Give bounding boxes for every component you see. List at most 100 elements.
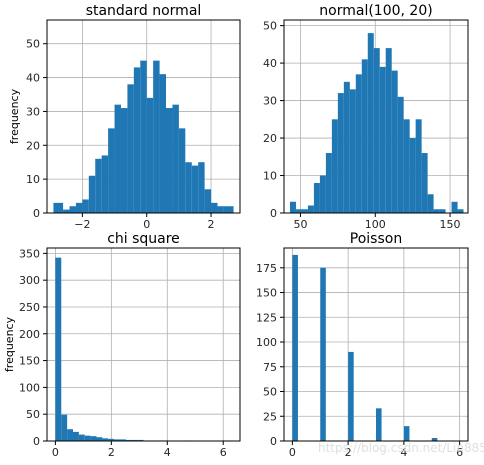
histogram-bar (349, 89, 356, 213)
histogram-bar (63, 209, 70, 213)
histogram-bar (55, 257, 62, 441)
y-tick-label: 0 (33, 435, 40, 448)
y-tick-label: 125 (256, 311, 277, 324)
axes-frame (283, 19, 469, 214)
y-tick-label: 300 (19, 274, 40, 287)
y-tick-label: 0 (270, 207, 277, 220)
y-tick-label: 250 (19, 301, 40, 314)
histogram-bar (292, 254, 298, 441)
histogram-bar (153, 60, 160, 214)
histogram-bar (409, 138, 416, 213)
histogram-bar (88, 175, 96, 213)
histogram-bar (439, 209, 446, 213)
axes-frame (283, 247, 469, 442)
histogram-bar (319, 175, 326, 213)
y-tick-label: 50 (263, 20, 277, 33)
histogram-bar (102, 438, 109, 441)
y-tick-label: 30 (263, 95, 277, 108)
y-tick-label: 150 (19, 355, 40, 368)
histogram-bar (198, 162, 205, 213)
y-tick-label: 50 (26, 408, 40, 421)
y-tick-label: 0 (270, 435, 277, 448)
histogram-bar (172, 104, 179, 213)
histogram-bar (166, 108, 173, 213)
histogram-bar (84, 435, 91, 441)
histogram-bar (361, 59, 368, 213)
chart-title: standard normal (86, 3, 202, 19)
y-tick-label: 20 (263, 132, 277, 145)
histogram-bar (90, 436, 97, 441)
y-tick-label: 150 (256, 287, 277, 300)
y-tick-label: 10 (26, 173, 40, 186)
histogram-bar (217, 206, 224, 213)
y-tick-label: 200 (19, 328, 40, 341)
histogram-bar (391, 70, 398, 214)
histogram-bar (82, 199, 89, 213)
histogram-bar (307, 205, 314, 213)
histogram-bar (415, 119, 422, 213)
histogram-bar (120, 108, 128, 213)
histogram-bar (73, 431, 79, 441)
histogram-bar (379, 66, 386, 213)
histogram-bar (397, 96, 404, 213)
histogram-bar (120, 439, 126, 441)
x-tick-label: 2 (208, 218, 215, 231)
histogram-bar (325, 153, 332, 213)
watermark-text: https://blog.csdn.net/Lin8858 82 (318, 441, 484, 455)
histogram-bar (108, 438, 115, 441)
y-tick-label: 25 (263, 410, 277, 423)
y-tick-label: 75 (263, 361, 277, 374)
x-tick-label: 4 (164, 446, 171, 459)
histogram-bar (108, 128, 115, 213)
y-tick-label: 350 (19, 247, 40, 260)
histogram-bar (178, 128, 186, 213)
axes-frame (46, 247, 241, 442)
histogram-bar (53, 202, 64, 213)
y-tick-label: 175 (256, 262, 277, 275)
histogram-bar (137, 439, 144, 441)
histogram-bar (133, 67, 141, 214)
histogram-bar (140, 60, 147, 214)
chart-title: chi square (107, 231, 180, 247)
histogram-bar (313, 183, 320, 213)
histogram-bar (348, 351, 354, 441)
chart-title: Poisson (350, 231, 402, 247)
histogram-bar (385, 48, 392, 213)
histogram-bar (320, 267, 326, 441)
chart-title: normal(100, 20) (319, 3, 432, 19)
x-tick-label: 2 (108, 446, 115, 459)
histogram-bar (451, 201, 458, 213)
histogram-bar (367, 33, 374, 214)
histogram-bar (95, 158, 102, 213)
y-tick-label: 0 (33, 207, 40, 220)
histogram-bar (125, 439, 132, 441)
plot-chi-square: chi square frequency 0 2 4 6 0 50 100 150 200 250… (3, 231, 241, 459)
histogram-bar (127, 84, 134, 213)
histogram-bar (204, 189, 212, 213)
histogram-bar (131, 439, 138, 441)
plot-normal-100-20: normal(100, 20) 50 100 150 0 10 20 30 40 50 (263, 3, 469, 231)
histogram-bar (223, 206, 234, 213)
y-tick-label: 40 (26, 72, 40, 85)
histogram-bar (211, 202, 218, 213)
histogram-bar (67, 429, 74, 441)
histogram-bar (355, 74, 362, 213)
x-tick-label: 4 (400, 446, 407, 459)
histogram-bar (433, 209, 440, 213)
axes-frame (46, 19, 241, 214)
y-tick-label: 50 (263, 386, 277, 399)
histogram-bar (78, 434, 85, 441)
y-tick-label: 10 (263, 170, 277, 183)
histogram-bar (301, 209, 308, 213)
x-tick-label: 0 (143, 218, 150, 231)
histogram-bar (191, 165, 199, 213)
x-tick-label: 0 (52, 446, 59, 459)
y-tick-label: 100 (19, 381, 40, 394)
y-tick-label: 100 (256, 336, 277, 349)
plot-standard-normal: standard normal frequency −2 0 20102030405… (8, 3, 241, 231)
histogram-bar (421, 153, 428, 213)
y-tick-label: 40 (263, 57, 277, 70)
histogram-bar (337, 93, 344, 213)
histogram-bar (403, 119, 410, 213)
histogram-bar (69, 206, 76, 213)
